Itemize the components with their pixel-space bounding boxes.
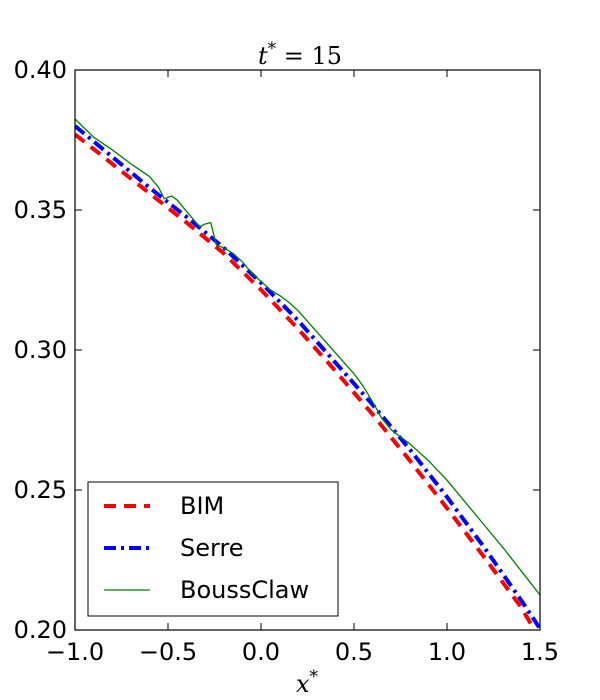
series-line-boussclaw	[75, 118, 540, 596]
y-tick-label: 0.35	[14, 196, 67, 224]
legend-label-serre: Serre	[180, 534, 244, 562]
legend-label-boussclaw: BoussClaw	[180, 576, 309, 604]
y-tick-label: 0.40	[14, 56, 67, 84]
x-tick-label: 0.5	[335, 638, 373, 666]
chart-title: t* = 15	[258, 39, 342, 70]
x-axis-label: x*	[296, 667, 319, 698]
x-tick-label: 1.5	[521, 638, 559, 666]
x-tick-label: −0.5	[139, 638, 197, 666]
legend: BIM Serre BoussClaw	[87, 481, 339, 617]
y-tick-label: 0.20	[14, 616, 67, 644]
x-tick-label: −1.0	[46, 638, 104, 666]
x-axis-label-text: x*	[296, 667, 319, 698]
x-tick-label: 1.0	[428, 638, 466, 666]
series-line-serre	[75, 124, 540, 630]
series-line-bim	[75, 132, 537, 630]
series-layer	[75, 118, 540, 630]
y-tick-label: 0.25	[14, 476, 67, 504]
ticks-layer: −1.0 −0.5 0.0 0.5 1.0 1.5 0.20 0.25 0.30 0.35 0.40	[14, 56, 560, 666]
x-tick-label: 0.0	[242, 638, 280, 666]
y-tick-label: 0.30	[14, 336, 67, 364]
legend-label-bim: BIM	[180, 492, 224, 520]
chart-title-text: t* = 15	[258, 39, 342, 70]
